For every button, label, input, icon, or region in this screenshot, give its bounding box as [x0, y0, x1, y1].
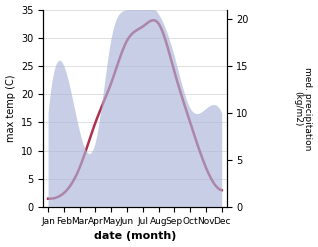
X-axis label: date (month): date (month) [94, 231, 176, 242]
Y-axis label: med. precipitation
(kg/m2): med. precipitation (kg/m2) [293, 67, 313, 150]
Y-axis label: max temp (C): max temp (C) [5, 75, 16, 142]
